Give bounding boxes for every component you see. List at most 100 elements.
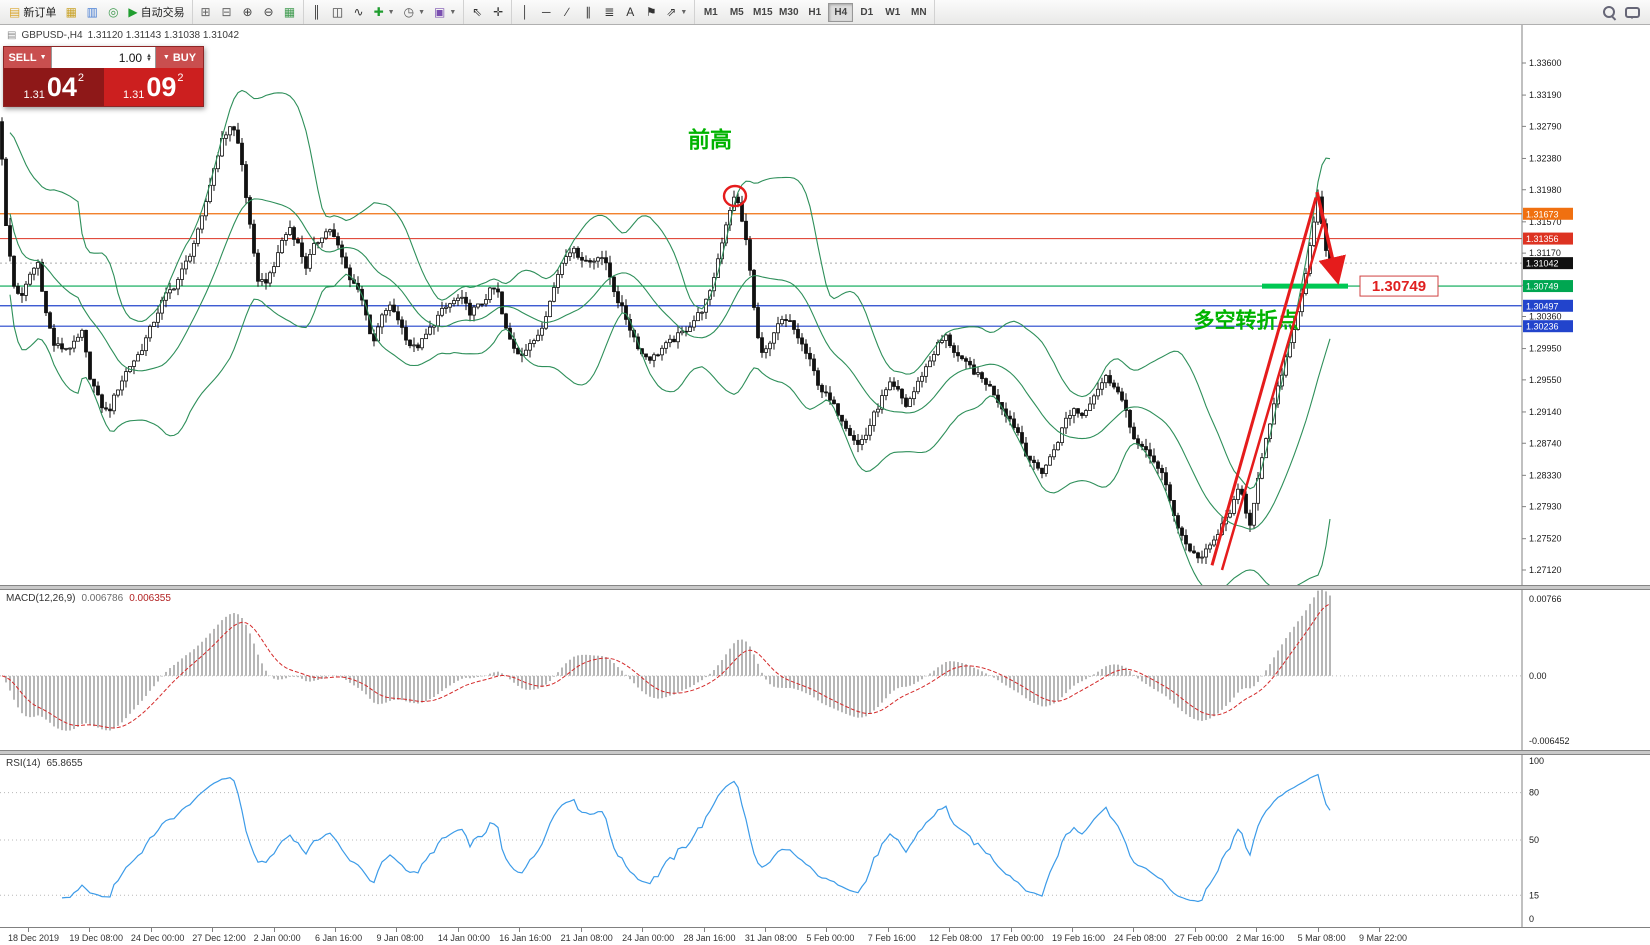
macd-histogram [5, 590, 1331, 731]
profiles-icon: ▥ [86, 5, 99, 19]
cascade-windows-icon[interactable]: ⊟ [217, 2, 237, 22]
trade-group: ▤ 新订单 ▦ ▥ ◎ ▶ 自动交易 [2, 0, 193, 24]
price-badge-1.31673 [1523, 207, 1573, 220]
indicators-button[interactable]: ✚ ▼ [370, 2, 399, 22]
time-axis-label: 27 Feb 00:00 [1174, 933, 1228, 943]
sell-price-button[interactable]: 1.31 04 2 [4, 68, 104, 106]
price-axis-label: 1.31980 [1529, 185, 1562, 195]
timeframe-w1[interactable]: W1 [885, 6, 901, 18]
timeframe-h1[interactable]: H1 [808, 6, 822, 18]
chevron-down-icon[interactable]: ▼ [418, 8, 425, 16]
crosshair-button[interactable]: ✛ [488, 2, 508, 22]
panel-separator[interactable] [0, 585, 1650, 590]
buy-dropdown-caret-icon[interactable]: ▼ [162, 54, 170, 61]
templates-icon: ▣ [434, 5, 446, 19]
timeframe-d1[interactable]: D1 [860, 6, 874, 18]
periods-button[interactable]: ◷ ▼ [400, 2, 429, 22]
chat-icon[interactable] [1625, 6, 1640, 19]
chevron-down-icon[interactable]: ▼ [387, 8, 395, 16]
time-tick [396, 928, 398, 932]
time-tick [1256, 928, 1258, 932]
time-axis-label: 2 Mar 16:00 [1236, 933, 1285, 943]
macd-svg[interactable]: 0.00766 0.00 -0.006452 [0, 590, 1650, 750]
volume-spinner[interactable]: ▲ ▼ [146, 52, 152, 63]
panel-separator[interactable] [0, 750, 1650, 755]
chart-window-icon[interactable]: ▦ [61, 2, 81, 22]
bar-chart-button[interactable]: ║ [307, 2, 327, 22]
time-axis-label: 2 Jan 00:00 [253, 933, 301, 943]
candlestick-chart-button[interactable]: ◫ [328, 2, 348, 22]
timeframe-m15[interactable]: M15 [753, 6, 773, 18]
macd-signal-line [1, 603, 1331, 729]
vertical-line-button[interactable]: │ [515, 2, 535, 22]
time-tick [826, 928, 828, 932]
profiles-icon[interactable]: ▥ [82, 2, 102, 22]
price-axis-label: 1.33190 [1529, 90, 1562, 100]
time-axis-label: 18 Dec 2019 [8, 933, 60, 943]
sell-tab[interactable]: SELL ▼ [4, 47, 51, 68]
sell-dropdown-caret-icon[interactable]: ▼ [39, 54, 47, 61]
timeframe-mn[interactable]: MN [911, 6, 927, 18]
zoom-in-button[interactable]: ⊕ [238, 2, 258, 22]
channel-button[interactable]: ∥ [578, 2, 598, 22]
rally-trendline-2[interactable] [1220, 219, 1326, 571]
chevron-down-icon[interactable]: ▼ [680, 8, 688, 16]
prev-high-circle[interactable] [722, 184, 748, 208]
chart-window-mini-icon: ▤ [7, 30, 17, 41]
price-axis[interactable]: 1.33600 1.33190 1.32790 1.32380 1.31980 1.315… [1521, 25, 1573, 585]
macd-axis-top: 0.00766 [1529, 594, 1562, 604]
zoom-out-button[interactable]: ⊖ [259, 2, 279, 22]
time-axis-label: 31 Jan 08:00 [744, 933, 797, 943]
horizontal-line-button[interactable]: ─ [536, 2, 556, 22]
macd-panel[interactable]: MACD(12,26,9) 0.006786 0.006355 0.00766 0… [0, 590, 1650, 750]
cursor-button[interactable]: ⇖ [467, 2, 487, 22]
support-price-label[interactable] [1359, 275, 1439, 297]
templates-button[interactable]: ▣ ▼ [430, 2, 460, 22]
fibonacci-button[interactable]: ≣ [599, 2, 619, 22]
buy-price-button[interactable]: 1.31 09 2 [103, 68, 203, 106]
grid-icon[interactable]: ▦ [280, 2, 300, 22]
price-badge-1.30236 [1523, 320, 1573, 333]
buy-tab[interactable]: ▼ BUY [156, 47, 203, 68]
time-axis-label: 24 Dec 00:00 [130, 933, 185, 943]
trendline-button[interactable]: ∕ [557, 2, 577, 22]
search-icon[interactable] [1602, 5, 1617, 20]
time-axis-label: 12 Feb 08:00 [929, 933, 983, 943]
time-axis-label: 9 Mar 22:00 [1359, 933, 1408, 943]
terminal-icon[interactable]: ◎ [103, 2, 123, 22]
timeframe-h4[interactable]: H4 [828, 2, 854, 22]
line-chart-button[interactable]: ∿ [349, 2, 369, 22]
arrows-button[interactable]: ⇗ ▼ [662, 2, 691, 22]
timeframe-m1[interactable]: M1 [703, 6, 718, 18]
rsi-line [61, 773, 1331, 903]
pullback-arrow[interactable] [1315, 191, 1346, 285]
macd-axis-zero: 0.00 [1529, 671, 1547, 681]
chevron-down-icon[interactable]: ▼ [449, 8, 457, 16]
main-chart-panel[interactable]: ▤ GBPUSD-,H4 1.31120 1.31143 1.31038 1.3… [0, 25, 1650, 585]
rsi-panel[interactable]: RSI(14) 65.8655 100 80 50 15 0 [0, 755, 1650, 927]
time-axis[interactable]: 18 Dec 2019 19 Dec 08:00 24 Dec 00:00 27 De… [0, 927, 1650, 945]
bollinger-bands [9, 89, 1331, 585]
one-click-trading-panel: SELL ▼ 1.00 ▲ ▼ ▼ BUY 1.31 04 2 1.31 09 2 [3, 46, 204, 107]
time-tick [28, 928, 29, 932]
line-chart-icon: ∿ [353, 5, 364, 19]
candlestick-series [0, 117, 1332, 564]
rsi-svg[interactable]: 100 80 50 15 0 [0, 755, 1650, 927]
timeframe-m30[interactable]: M30 [779, 6, 799, 18]
prev-high-label[interactable]: 前高 [688, 128, 732, 153]
tile-windows-icon[interactable]: ⊞ [196, 2, 216, 22]
volume-input[interactable]: 1.00 ▲ ▼ [51, 47, 156, 68]
new-order-button[interactable]: ▤ 新订单 [5, 2, 60, 22]
text-button[interactable]: A [620, 2, 640, 22]
auto-trading-button[interactable]: ▶ 自动交易 [124, 2, 188, 22]
time-axis-label: 24 Jan 00:00 [622, 933, 675, 943]
timeframe-m5[interactable]: M5 [729, 6, 744, 18]
price-badge-text: 1.30497 [1526, 301, 1559, 311]
label-button[interactable]: ⚑ [641, 2, 661, 22]
cursor-group: ⇖ ✛ [464, 0, 513, 24]
time-axis-label: 6 Jan 16:00 [315, 933, 363, 943]
rally-trendline-1[interactable] [1210, 197, 1318, 566]
time-tick [519, 928, 521, 932]
